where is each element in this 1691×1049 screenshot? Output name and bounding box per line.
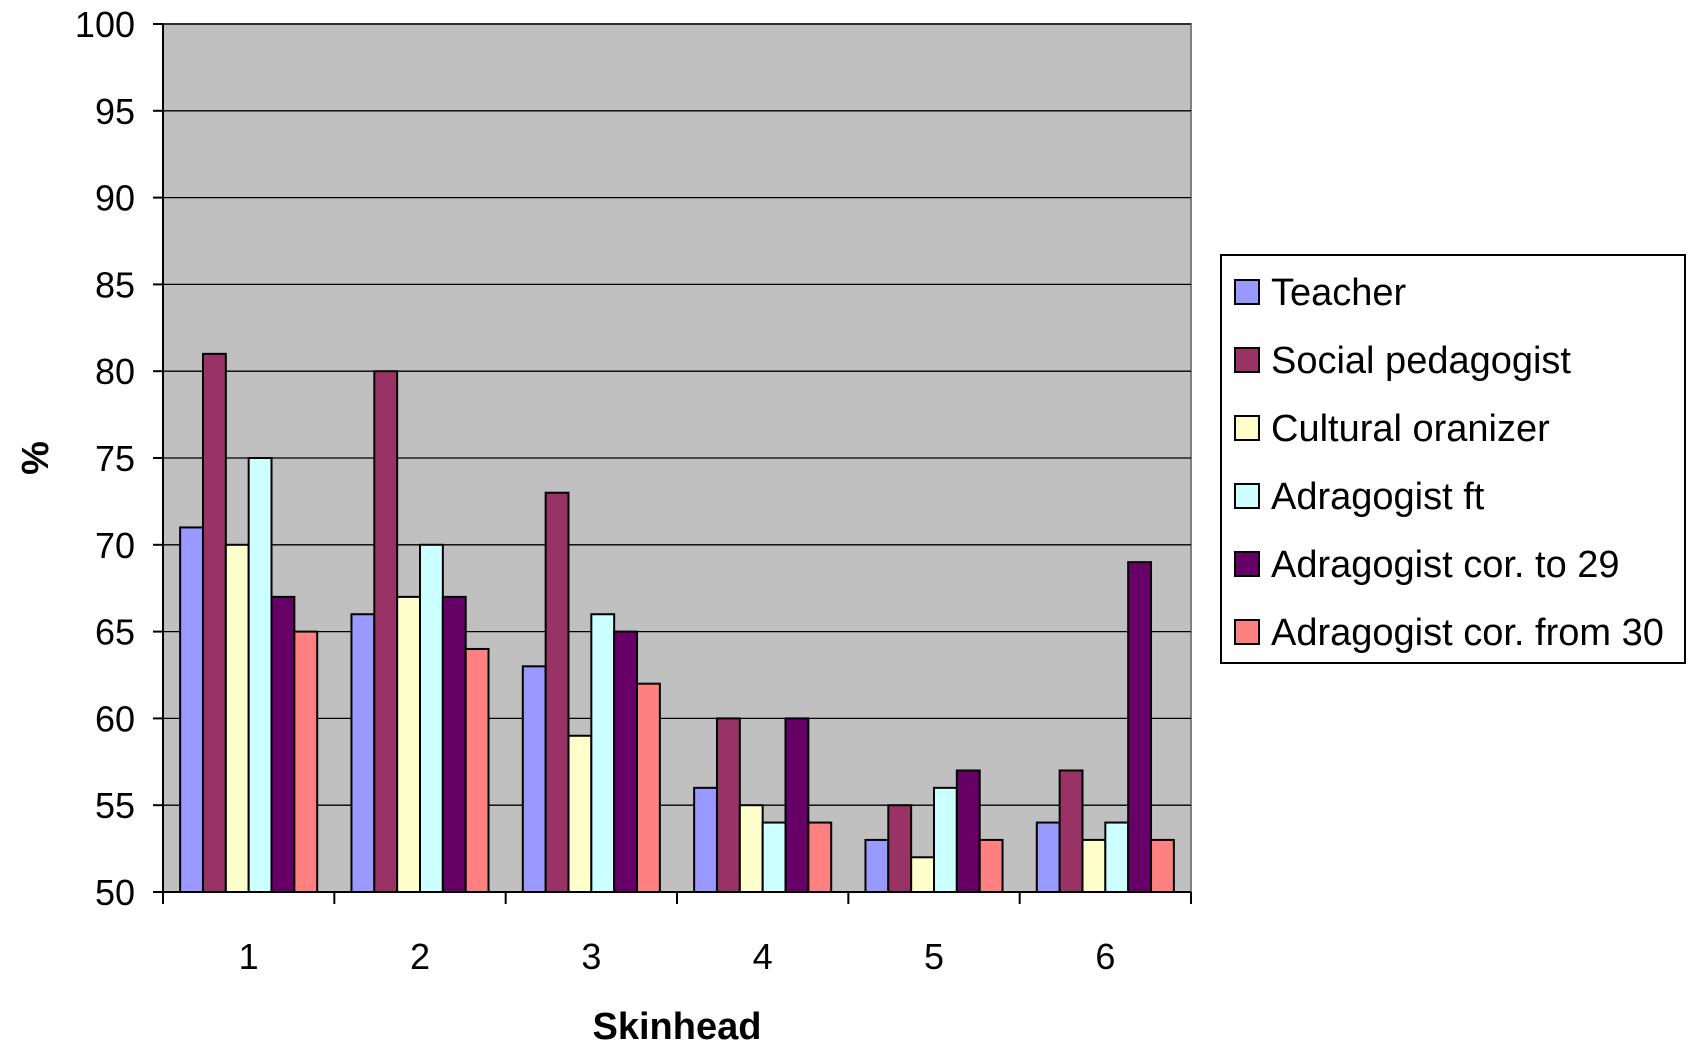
legend-swatch — [1234, 619, 1260, 645]
legend-swatch — [1234, 483, 1260, 509]
y-tick-label: 65 — [95, 612, 135, 653]
x-tick-label: 2 — [410, 936, 430, 977]
legend-label: Social pedagogist — [1271, 340, 1571, 382]
bar — [419, 543, 444, 893]
legend-swatch — [1234, 551, 1260, 577]
x-axis-title: Skinhead — [593, 1006, 762, 1048]
bar — [715, 717, 741, 894]
legend-label: Cultural oranizer — [1271, 408, 1550, 450]
legend: Teacher Social pedagogist Cultural oranize… — [1220, 254, 1686, 664]
legend-items: Teacher Social pedagogist Cultural oranize… — [1234, 272, 1664, 654]
bar — [693, 786, 718, 894]
bar — [887, 804, 913, 894]
y-tick-label: 90 — [95, 178, 135, 219]
legend-swatch — [1234, 279, 1260, 305]
bar — [567, 734, 593, 894]
x-tick-label: 6 — [1095, 936, 1115, 977]
legend-label: Adragogist cor. from 30 — [1271, 612, 1664, 654]
bar — [441, 595, 467, 893]
y-tick-label: 100 — [75, 4, 135, 45]
bar — [955, 769, 981, 893]
y-axis-title: % — [15, 441, 57, 475]
bar — [784, 717, 810, 894]
bar — [224, 543, 250, 893]
legend-label: Adragogist cor. to 29 — [1271, 544, 1620, 586]
bar — [1127, 561, 1153, 893]
y-tick-label: 85 — [95, 264, 135, 305]
bar — [613, 630, 639, 893]
y-tick-label: 95 — [95, 91, 135, 132]
bar — [396, 595, 421, 893]
y-tick-label: 60 — [95, 698, 135, 739]
bar — [293, 630, 319, 893]
bar — [933, 786, 958, 894]
bar — [910, 856, 936, 894]
bar — [350, 613, 376, 893]
x-tick-label: 1 — [239, 936, 259, 977]
legend-swatch — [1234, 415, 1260, 441]
legend-label: Teacher — [1271, 272, 1407, 314]
x-tick-label: 3 — [581, 936, 601, 977]
y-tick-label: 80 — [95, 351, 135, 392]
bar — [807, 821, 833, 893]
legend-box — [1220, 254, 1686, 664]
bar — [1058, 769, 1084, 893]
bar — [1150, 838, 1175, 893]
legend-label: Adragogist ft — [1271, 476, 1485, 518]
legend-swatch — [1234, 347, 1260, 373]
bar — [270, 595, 296, 893]
bar — [590, 613, 616, 893]
bar — [247, 457, 273, 893]
bar — [464, 647, 490, 894]
bar — [738, 804, 764, 894]
x-tick-label: 5 — [924, 936, 944, 977]
bar — [373, 370, 399, 893]
bar — [179, 526, 204, 893]
gridlines — [163, 23, 1191, 806]
y-tick-label: 55 — [95, 785, 135, 826]
y-tick-label: 75 — [95, 438, 135, 479]
bar — [864, 838, 890, 893]
x-axis-ticks: 1 2 3 4 5 6 — [162, 892, 1192, 977]
x-tick-label: 4 — [753, 936, 773, 977]
bar — [1081, 838, 1107, 893]
bar — [544, 491, 570, 893]
bar — [761, 821, 787, 893]
y-tick-label: 50 — [95, 872, 135, 913]
bar — [1104, 821, 1130, 893]
bars — [179, 352, 1175, 894]
bar — [521, 665, 547, 893]
bar — [201, 352, 227, 893]
bar — [1035, 821, 1061, 893]
y-tick-label: 70 — [95, 525, 135, 566]
bar — [636, 682, 661, 893]
bar — [978, 838, 1004, 893]
y-axis-ticks: 50 55 60 65 70 75 80 85 90 95 100 — [75, 4, 163, 913]
